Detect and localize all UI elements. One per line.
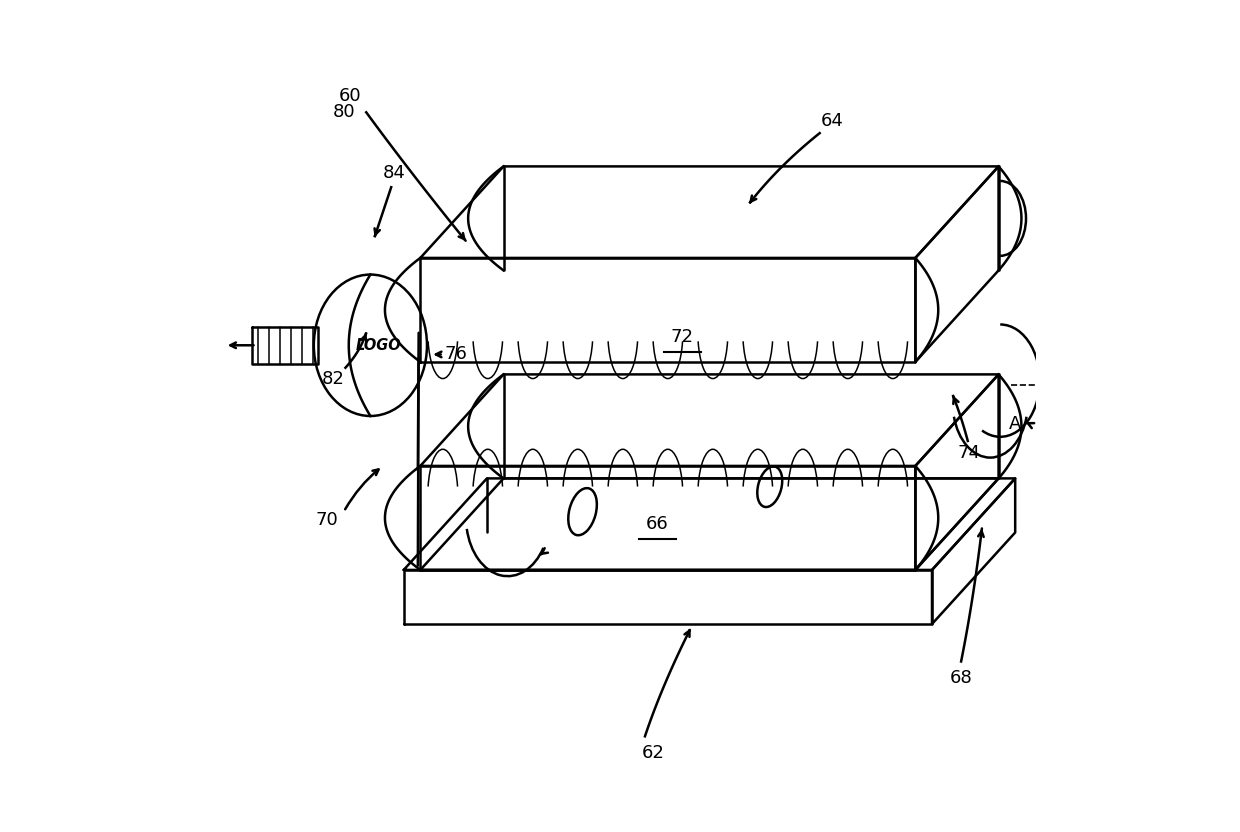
Text: 72: 72 bbox=[671, 328, 694, 346]
Text: 68: 68 bbox=[950, 669, 972, 687]
Text: LOGO: LOGO bbox=[356, 338, 402, 353]
Text: 70: 70 bbox=[316, 511, 339, 529]
Text: 66: 66 bbox=[646, 515, 668, 533]
Text: 76: 76 bbox=[445, 345, 467, 364]
Text: 60: 60 bbox=[339, 87, 361, 105]
Text: 74: 74 bbox=[959, 444, 981, 463]
Text: 64: 64 bbox=[821, 111, 843, 130]
Text: 82: 82 bbox=[321, 369, 345, 388]
Text: 80: 80 bbox=[332, 103, 355, 121]
Text: A: A bbox=[1009, 415, 1022, 433]
Text: 84: 84 bbox=[382, 164, 405, 182]
Text: 62: 62 bbox=[642, 744, 665, 762]
